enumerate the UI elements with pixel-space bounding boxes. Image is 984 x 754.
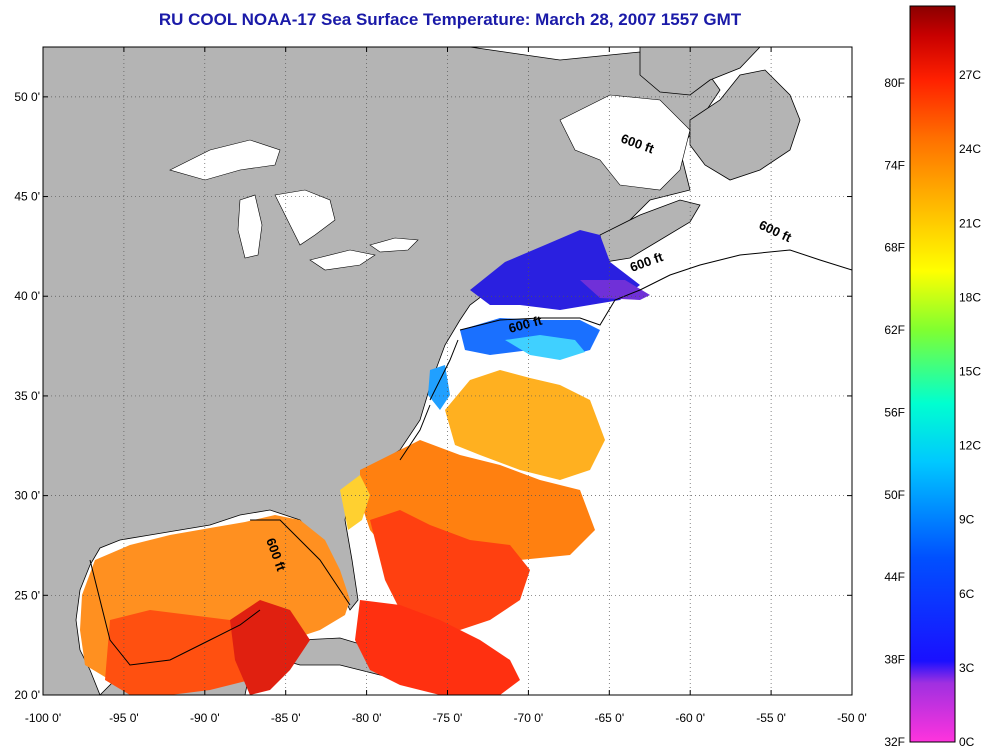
colorbar-c-label: 6C [959,587,975,601]
lon-tick-label: -70 0' [514,711,544,725]
colorbar-f-label: 38F [884,653,905,667]
lat-tick-label: 20 0' [14,688,40,702]
lat-tick-label: 35 0' [14,389,40,403]
lat-tick-label: 40 0' [14,289,40,303]
colorbar-c-label: 3C [959,661,975,675]
lon-tick-label: -55 0' [756,711,786,725]
colorbar-c-label: 15C [959,365,981,379]
colorbar-f-label: 62F [884,323,905,337]
colorbar-f-label: 44F [884,570,905,584]
colorbar-celsius-labels: 0C 3C 6C 9C 12C 15C 18C 21C 24C 27C [959,68,981,749]
lon-tick-label: -50 0' [837,711,867,725]
axes: -100 0' -95 0' -90 0' -85 0' -80 0' -75 0' -70… [14,47,867,725]
colorbar-f-label: 74F [884,158,905,172]
lon-tick-label: -100 0' [25,711,61,725]
colorbar: 32F 38F 44F 50F 56F 62F 68F 74F 80F 0C 3C 6C 9C 12C 1… [884,5,981,749]
great-lakes [169,139,419,271]
colorbar-f-label: 68F [884,241,905,255]
lat-tick-label: 50 0' [14,90,40,104]
lat-tick-label: 25 0' [14,588,40,602]
colorbar-f-label: 32F [884,735,905,749]
colorbar-f-label: 50F [884,488,905,502]
grid-lines [43,47,852,695]
lon-tick-label: -75 0' [433,711,463,725]
lon-tick-label: -60 0' [675,711,705,725]
depth-contour-600ft [89,249,852,666]
colorbar-c-label: 0C [959,735,975,749]
colorbar-f-label: 56F [884,405,905,419]
lon-tick-label: -65 0' [594,711,624,725]
map-title: RU COOL NOAA-17 Sea Surface Temperature:… [158,10,742,29]
lon-tick-label: -90 0' [190,711,220,725]
lat-tick-label: 30 0' [14,489,40,503]
lat-tick-label: 45 0' [14,190,40,204]
colorbar-gradient [909,5,956,743]
land-labrador [639,47,761,96]
lon-tick-label: -80 0' [352,711,382,725]
lon-tick-label: -95 0' [109,711,139,725]
colorbar-c-label: 9C [959,513,975,527]
sst-data [80,230,650,695]
colorbar-c-label: 12C [959,439,981,453]
colorbar-c-label: 21C [959,216,981,230]
gulf-st-lawrence [559,94,691,191]
lon-tick-label: -85 0' [271,711,301,725]
colorbar-fahrenheit-labels: 32F 38F 44F 50F 56F 62F 68F 74F 80F [884,76,905,749]
land-newfoundland [689,69,801,181]
land-nova-scotia [599,199,701,263]
colorbar-c-label: 18C [959,290,981,304]
colorbar-c-label: 24C [959,142,981,156]
colorbar-c-label: 27C [959,68,981,82]
colorbar-f-label: 80F [884,76,905,90]
